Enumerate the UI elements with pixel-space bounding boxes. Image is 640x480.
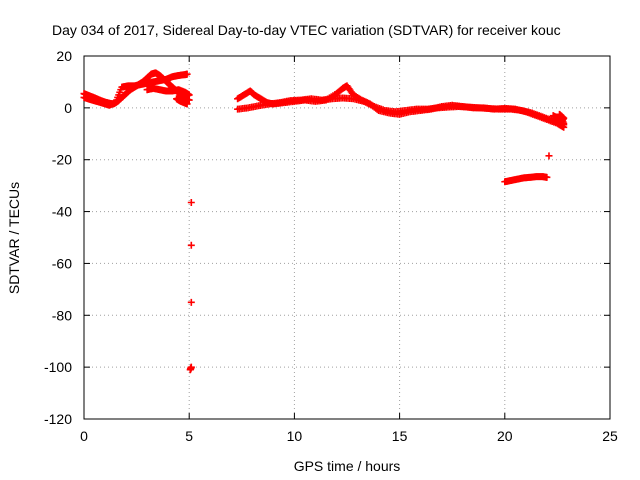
x-tick-label: 0	[80, 428, 88, 444]
data-point	[373, 105, 381, 113]
y-tick-label: -20	[52, 152, 72, 168]
data-point	[186, 366, 194, 374]
chart-title: Day 034 of 2017, Sidereal Day-to-day VTE…	[52, 22, 561, 38]
y-tick-label: -60	[52, 255, 72, 271]
x-tick-label: 20	[497, 428, 513, 444]
data-point	[183, 70, 191, 78]
data-points	[80, 69, 568, 374]
data-point	[187, 298, 195, 306]
y-tick-label: -120	[44, 411, 72, 427]
x-tick-label: 10	[287, 428, 303, 444]
plot-frame	[83, 55, 611, 420]
data-point	[183, 100, 191, 108]
x-tick-label: 5	[185, 428, 193, 444]
data-point	[545, 152, 553, 160]
x-tick-label: 15	[392, 428, 408, 444]
axis-ticks: 0 5 10 15 20 25 20 0 -20 -40 -60 -80 -100 -120	[44, 48, 618, 444]
data-point	[543, 173, 551, 181]
x-tick-label: 25	[602, 428, 618, 444]
y-tick-label: -40	[52, 204, 72, 220]
data-point	[187, 198, 195, 206]
y-tick-label: 0	[64, 100, 72, 116]
y-axis-label: SDTVAR / TECUs	[6, 182, 22, 294]
x-axis-label: GPS time / hours	[294, 458, 401, 474]
y-tick-label: 20	[56, 48, 72, 64]
y-tick-label: -100	[44, 359, 72, 375]
data-point	[187, 241, 195, 249]
data-point	[560, 119, 568, 127]
y-tick-label: -80	[52, 307, 72, 323]
